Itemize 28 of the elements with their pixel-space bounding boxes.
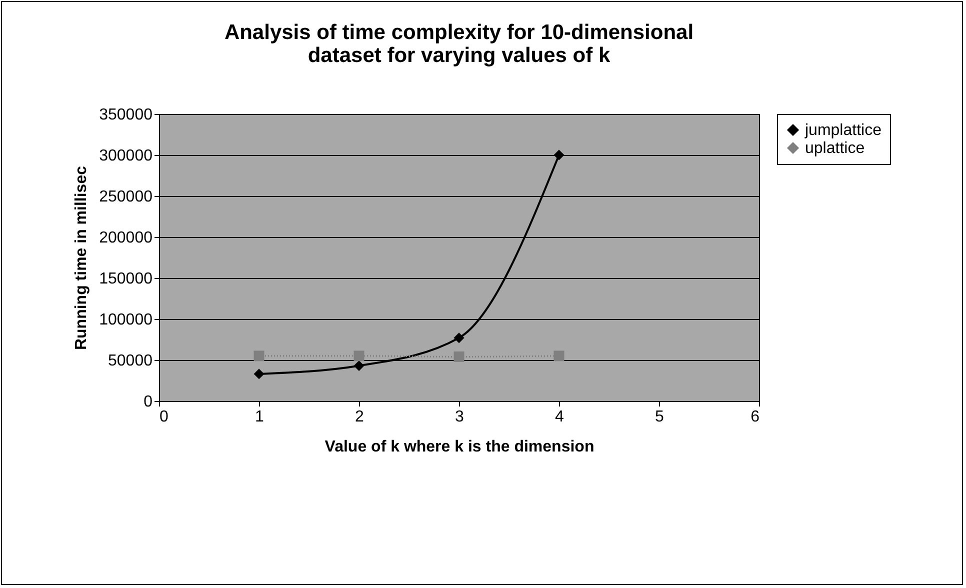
point [454,351,464,362]
point [354,350,364,362]
point [354,360,364,371]
x-tick-label: 2 [355,408,364,426]
x-tick-label: 4 [555,408,564,426]
y-tick-label: 150000 [99,270,153,288]
point [454,332,464,344]
y-axis-title: Running time in millisec [73,166,90,350]
x-tick-label: 1 [255,408,264,426]
x-axis-title: Value of k where k is the dimension [324,438,594,456]
x-tick-label: 0 [160,408,168,426]
y-tick-label: 300000 [99,148,153,164]
y-tick-label: 200000 [99,230,153,246]
y-tick-label: 50000 [108,352,153,370]
legend-label: uplattice [805,140,865,157]
y-tick-label: 0 [144,394,153,410]
point [554,150,564,160]
x-tick-label: 5 [655,408,664,426]
x-tick-label: 3 [455,408,464,426]
legend-label: jumplattice [804,122,882,139]
point [554,350,564,362]
x-tick-label: 6 [750,408,760,426]
chart-title: Analysis of time complexity for 10-dimensional dataset for varying values of k [224,21,694,67]
point [254,368,264,380]
point [254,350,264,362]
y-tick-label: 250000 [99,188,153,206]
y-tick-label: 100000 [99,312,153,328]
y-tick-label: 350000 [99,106,153,124]
